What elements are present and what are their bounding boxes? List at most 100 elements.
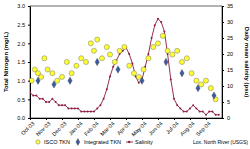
tick-mark — [94, 118, 95, 120]
data-point — [146, 56, 151, 61]
data-point — [42, 98, 44, 100]
tick-mark — [222, 22, 224, 23]
tick: 10 — [222, 83, 233, 89]
data-point — [51, 98, 53, 100]
data-point — [160, 21, 162, 23]
data-point — [136, 74, 141, 79]
tick: 30 — [222, 19, 233, 25]
tick-mark — [28, 43, 30, 44]
y2-axis: 05101520253035 — [222, 3, 233, 121]
axis-line — [31, 118, 223, 119]
data-point — [208, 86, 213, 91]
legend-label: Salinity — [135, 139, 153, 145]
series-markers — [30, 33, 218, 102]
data-point — [36, 77, 40, 84]
legend-label: Integrated TKN — [84, 139, 121, 145]
data-point — [157, 18, 159, 20]
data-point — [163, 31, 165, 33]
data-point — [173, 98, 175, 100]
data-point — [160, 33, 165, 38]
legend-item: ISCO TKN — [36, 139, 70, 145]
tick: 35 — [222, 3, 233, 9]
tick-mark — [78, 118, 79, 120]
tick: 2.5 — [17, 22, 30, 28]
tick-mark — [110, 118, 111, 120]
data-point — [189, 71, 194, 76]
data-point — [155, 41, 160, 46]
tick-mark — [206, 118, 207, 120]
tick-mark — [174, 118, 175, 120]
data-point — [179, 107, 181, 109]
data-point — [180, 69, 184, 76]
tick-label: 2.5 — [17, 22, 25, 28]
tick-label: May-04 — [130, 120, 147, 137]
tick-label: Oct-03 — [20, 120, 36, 136]
data-point — [39, 98, 41, 100]
tick: Jul-04 — [165, 118, 180, 135]
data-point — [189, 107, 191, 109]
data-point — [74, 63, 79, 68]
axis-line — [222, 7, 223, 119]
tick-label: 1.5 — [17, 59, 25, 65]
tick-label: 3.0 — [17, 3, 25, 9]
data-point — [117, 48, 122, 53]
tick-mark — [222, 38, 224, 39]
data-point — [218, 114, 220, 116]
legend: ISCO TKN Integrated TKN Salinity — [36, 139, 153, 146]
data-point — [77, 107, 79, 109]
tick: 3.0 — [17, 3, 30, 9]
tick-label: Dec-03 — [51, 120, 68, 137]
data-point — [99, 104, 101, 106]
data-point — [127, 63, 132, 68]
data-point — [45, 101, 47, 103]
tick: 25 — [222, 35, 233, 41]
data-point — [99, 56, 104, 61]
chart: Oct-03Nov-03Dec-03Jan-04Feb-04Mar-04Apr-… — [0, 0, 250, 149]
data-point — [203, 78, 208, 83]
data-point — [32, 95, 34, 97]
tick-label: Aug-04 — [179, 120, 196, 137]
data-point — [42, 56, 47, 61]
data-point — [39, 74, 44, 79]
legend-marker — [36, 140, 40, 144]
tick: May-04 — [130, 118, 147, 138]
axis-line — [30, 7, 31, 119]
data-point — [71, 107, 73, 109]
tick: 5 — [222, 99, 230, 105]
plot-frame — [30, 6, 222, 118]
tick-label: Apr-04 — [116, 120, 132, 136]
data-point — [195, 107, 197, 109]
y-axis-title: Total Nitrogen (mg/L) — [3, 32, 9, 92]
data-point — [215, 114, 217, 116]
series-markers — [36, 58, 216, 99]
tick: 0.0 — [17, 115, 30, 121]
tick-label: 5 — [227, 99, 230, 105]
data-point — [59, 74, 64, 79]
tick-mark — [28, 99, 30, 100]
tick-label: 15 — [227, 67, 233, 73]
annotation: Lox. North River (USGS) — [193, 139, 248, 145]
tick-mark — [62, 118, 63, 120]
data-point — [183, 111, 185, 113]
tick-label: 1.0 — [17, 78, 25, 84]
tick-label: Jun-04 — [147, 120, 163, 136]
data-point — [104, 45, 109, 50]
data-point — [184, 56, 189, 61]
tick: Mar-04 — [99, 118, 116, 137]
data-point — [199, 82, 204, 87]
tick-mark — [222, 70, 224, 71]
tick-label: Feb-04 — [83, 120, 100, 137]
tick-mark — [28, 62, 30, 63]
tick-label: Mar-04 — [99, 120, 116, 137]
data-point — [112, 66, 114, 68]
data-point — [106, 88, 108, 90]
data-point — [205, 114, 207, 116]
data-point — [202, 111, 204, 113]
tick-mark — [28, 6, 30, 7]
data-point — [131, 63, 133, 65]
tick: 0 — [222, 115, 230, 121]
tick: Aug-04 — [179, 118, 196, 137]
tick-label: 0.0 — [17, 115, 25, 121]
tick-mark — [222, 86, 224, 87]
data-point — [55, 101, 57, 103]
